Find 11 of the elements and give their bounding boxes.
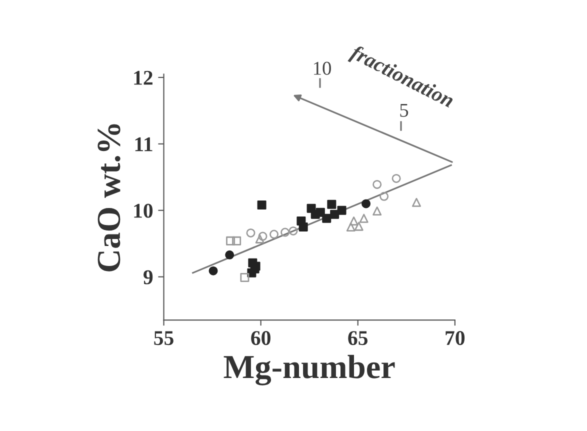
x-tick-label: 70	[446, 331, 465, 346]
y-axis-title: CaO wt.%	[98, 124, 120, 272]
x-tick-label: 60	[251, 331, 270, 346]
annotation: 10	[314, 62, 331, 75]
y-tick-label: 11	[135, 137, 152, 152]
x-axis-title: Mg-number	[224, 354, 395, 386]
y-tick-label: 10	[134, 204, 153, 218]
y-tick-label: 12	[134, 70, 152, 85]
x-tick-label: 65	[348, 331, 368, 346]
y-tick-label: 9	[144, 270, 153, 284]
x-tick-label: 55	[154, 331, 174, 346]
